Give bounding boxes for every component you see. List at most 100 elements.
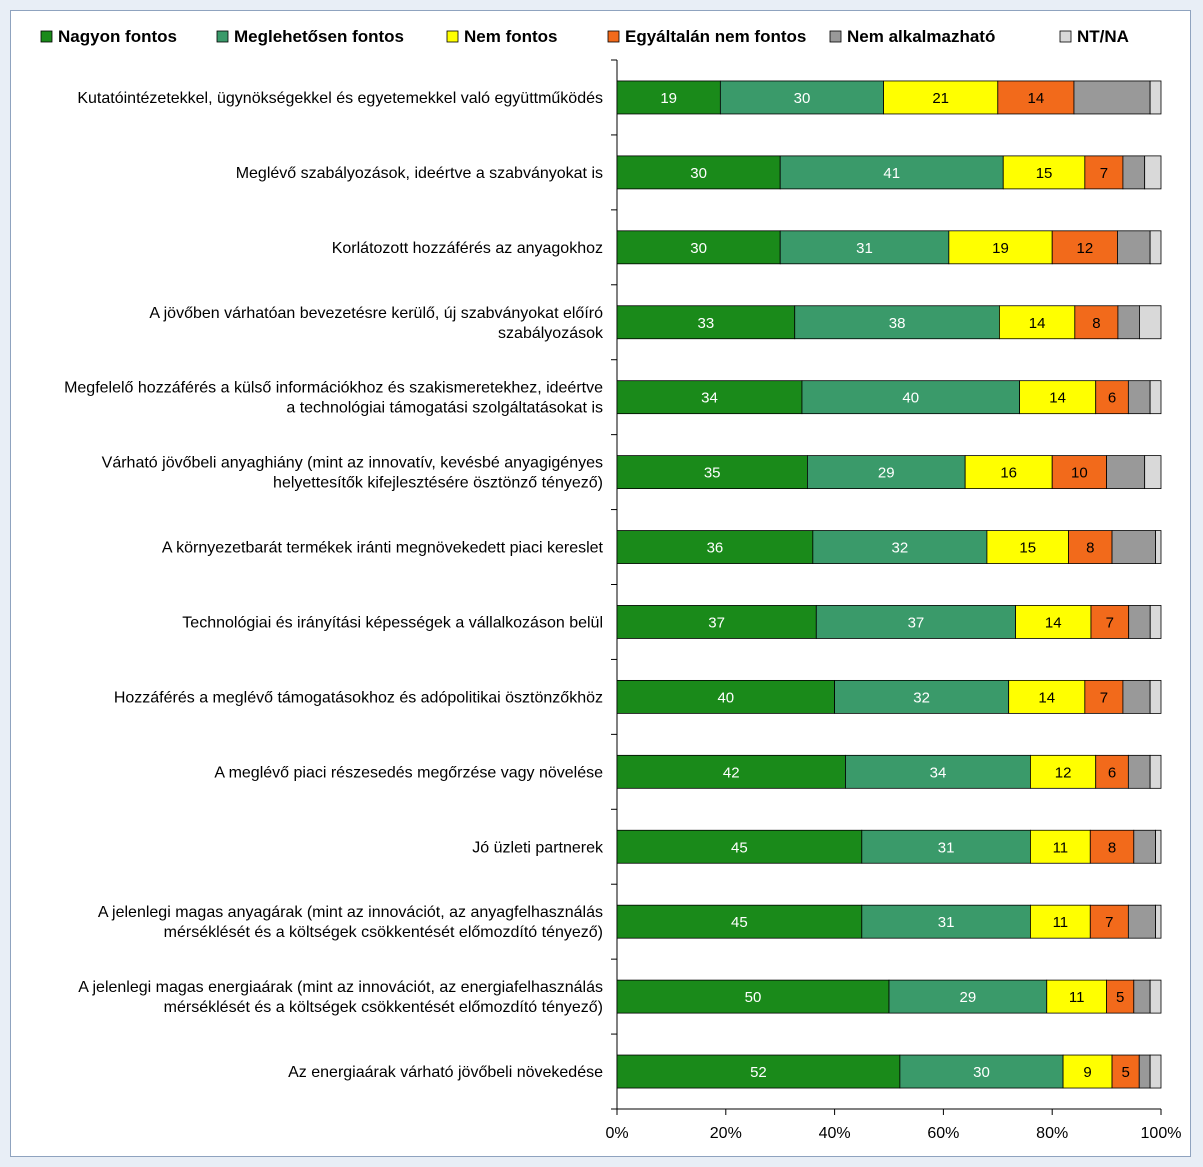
category-label-line: mérséklését és a költségek csökkentését …	[164, 924, 603, 941]
bar-segment[interactable]	[1144, 155, 1162, 190]
bar-segment[interactable]	[1051, 230, 1118, 265]
bar-segment[interactable]	[719, 80, 884, 115]
bar-segment[interactable]	[1030, 829, 1091, 864]
bar-segment[interactable]	[616, 530, 814, 564]
data-label: 5	[1121, 1064, 1129, 1081]
bar-segment[interactable]	[1106, 455, 1146, 490]
bar-segment[interactable]	[1106, 979, 1135, 1014]
bar-segment[interactable]	[1089, 904, 1129, 939]
data-label: 41	[883, 165, 900, 182]
bar-segment[interactable]	[807, 455, 966, 490]
bar-segment[interactable]	[964, 455, 1053, 490]
bar-segment[interactable]	[1062, 1054, 1113, 1089]
bar-segment[interactable]	[812, 530, 988, 564]
bar-segment[interactable]	[1051, 455, 1107, 490]
bar-segment[interactable]	[834, 679, 1010, 714]
bar-segment[interactable]	[616, 380, 803, 415]
bar-segment[interactable]	[1002, 155, 1086, 190]
bar-segment[interactable]	[1084, 155, 1124, 190]
bar-segment[interactable]	[1046, 979, 1108, 1014]
data-label: 21	[932, 90, 949, 107]
bar-segment[interactable]	[1084, 679, 1124, 714]
data-label: 6	[1108, 764, 1116, 781]
bar-segment[interactable]	[1155, 904, 1162, 939]
bar-segment[interactable]	[997, 80, 1075, 115]
bar-segment[interactable]	[1149, 979, 1162, 1014]
bar-segment[interactable]	[801, 380, 1020, 415]
bar-segment[interactable]	[1127, 904, 1156, 939]
bar-segment[interactable]	[1089, 829, 1135, 864]
bar-segment[interactable]	[1149, 80, 1162, 115]
bar-segment[interactable]	[616, 754, 846, 789]
bar-segment[interactable]	[1008, 679, 1086, 714]
bar-segment[interactable]	[1149, 1054, 1162, 1089]
bar-segment[interactable]	[1127, 380, 1151, 415]
bar-segment[interactable]	[1139, 305, 1162, 340]
category-label-line: Kutatóintézetekkel, ügynökségekkel és eg…	[77, 90, 603, 107]
bar-segment[interactable]	[616, 904, 863, 939]
category-label-line: A jelenlegi magas anyagárak (mint az inn…	[98, 904, 603, 921]
bar-segment[interactable]	[616, 829, 863, 864]
bar-segment[interactable]	[1111, 1054, 1140, 1089]
bar-segment[interactable]	[1155, 530, 1162, 564]
bar-segment[interactable]	[986, 530, 1069, 564]
bar-segment[interactable]	[616, 155, 781, 190]
bar-segment[interactable]	[616, 80, 721, 115]
bar-segment[interactable]	[1073, 80, 1151, 115]
bar-segment[interactable]	[616, 305, 796, 340]
bar-segment[interactable]	[1111, 530, 1156, 564]
bar-segment[interactable]	[1149, 679, 1162, 714]
bar-segment[interactable]	[616, 979, 890, 1014]
bar-segment[interactable]	[1155, 829, 1162, 864]
bar-segment[interactable]	[1122, 155, 1146, 190]
bar-segment[interactable]	[1149, 605, 1162, 639]
bar-segment[interactable]	[1090, 605, 1130, 639]
legend-label-0: Nagyon fontos	[58, 27, 177, 46]
bar-segment[interactable]	[1127, 754, 1151, 789]
bar-segment[interactable]	[1149, 380, 1162, 415]
bar-segment[interactable]	[1133, 829, 1156, 864]
bar-segment[interactable]	[1117, 230, 1151, 265]
data-label: 6	[1108, 390, 1116, 407]
bar-segment[interactable]	[999, 305, 1076, 340]
category-label-line: A jövőben várhatóan bevezetésre kerülő, …	[149, 305, 603, 322]
data-label: 7	[1105, 914, 1113, 931]
bar-segment[interactable]	[888, 979, 1048, 1014]
legend-swatch-3	[607, 30, 620, 43]
bar-segment[interactable]	[1122, 679, 1151, 714]
bar-segment[interactable]	[883, 80, 999, 115]
bar-segment[interactable]	[861, 904, 1031, 939]
bar-segment[interactable]	[1030, 754, 1097, 789]
bar-segment[interactable]	[1074, 305, 1119, 340]
bar-segment[interactable]	[794, 305, 1000, 340]
bar-segment[interactable]	[1138, 1054, 1151, 1089]
data-label: 10	[1071, 465, 1088, 482]
category-label-line: A meglévő piaci részesedés megőrzése vag…	[214, 764, 603, 781]
bar-segment[interactable]	[616, 230, 781, 265]
bar-segment[interactable]	[779, 155, 1004, 190]
bar-segment[interactable]	[948, 230, 1053, 265]
bar-segment[interactable]	[1144, 455, 1162, 490]
bar-segment[interactable]	[815, 605, 1016, 639]
data-label: 7	[1106, 614, 1114, 631]
bar-segment[interactable]	[861, 829, 1031, 864]
data-label: 11	[1069, 989, 1085, 1006]
bar-segment[interactable]	[779, 230, 950, 265]
legend-label-1: Meglehetősen fontos	[234, 27, 404, 46]
bar-segment[interactable]	[1128, 605, 1151, 639]
category-label: Korlátozott hozzáférés az anyagokhoz	[332, 240, 603, 257]
bar-segment[interactable]	[1149, 754, 1162, 789]
bar-segment[interactable]	[616, 455, 808, 490]
bar-segment[interactable]	[1149, 230, 1162, 265]
category-label: A meglévő piaci részesedés megőrzése vag…	[214, 764, 603, 781]
bar-segment[interactable]	[845, 754, 1031, 789]
category-label-line: A környezetbarát termékek iránti megnöve…	[162, 540, 604, 557]
category-label: Várható jövőbeli anyaghiány (mint az inn…	[102, 455, 603, 492]
bar-segment[interactable]	[616, 1054, 901, 1089]
category-label: Kutatóintézetekkel, ügynökségekkel és eg…	[77, 90, 603, 107]
bar-segment[interactable]	[1133, 979, 1151, 1014]
legend-swatch-1	[216, 30, 229, 43]
data-label: 38	[889, 315, 906, 332]
data-label: 8	[1092, 315, 1100, 332]
bar-segment[interactable]	[1117, 305, 1140, 340]
